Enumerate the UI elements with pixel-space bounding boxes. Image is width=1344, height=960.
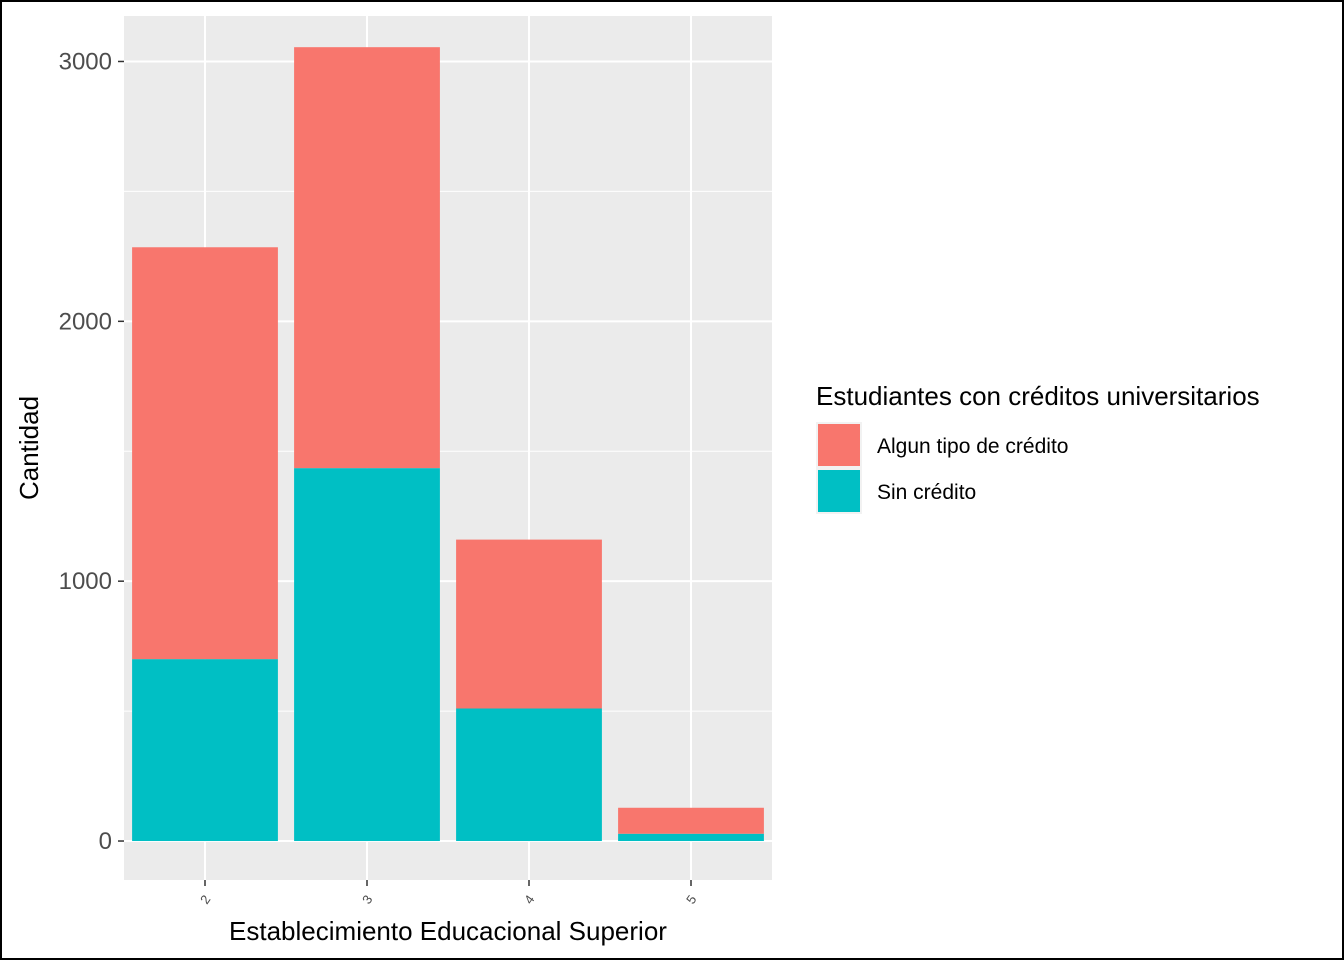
bar-algun-credito-5 (618, 807, 764, 834)
bar-algun-credito-2 (132, 247, 278, 660)
legend-title: Estudiantes con créditos universitarios (816, 381, 1260, 411)
bar-sin-credito-3 (294, 468, 440, 842)
y-axis: 0 1000 2000 3000 (59, 48, 124, 855)
bar-sin-credito-4 (456, 708, 602, 842)
bar-sin-credito-5 (618, 833, 764, 842)
legend: Estudiantes con créditos universitarios … (816, 381, 1260, 514)
y-axis-title: Cantidad (14, 396, 44, 500)
x-tick-label: 2 (197, 892, 213, 907)
legend-items: Algun tipo de crédito Sin crédito (816, 422, 1068, 514)
y-tick-label: 1000 (59, 568, 112, 595)
legend-key-swatch (818, 424, 860, 466)
y-tick-label: 0 (99, 828, 112, 855)
x-tick-label: 4 (521, 892, 537, 907)
bars (132, 47, 764, 842)
x-axis: 2 3 4 5 (197, 880, 700, 907)
x-tick-label: 5 (683, 892, 699, 907)
bar-algun-credito-4 (456, 539, 602, 709)
x-axis-title: Establecimiento Educacional Superior (229, 916, 667, 946)
legend-label: Sin crédito (877, 481, 976, 504)
legend-key-swatch (818, 470, 860, 512)
legend-label: Algun tipo de crédito (877, 435, 1068, 458)
x-tick-label: 3 (359, 892, 375, 907)
y-tick-label: 3000 (59, 48, 112, 75)
y-tick-label: 2000 (59, 308, 112, 335)
bar-algun-credito-3 (294, 47, 440, 469)
bar-sin-credito-2 (132, 659, 278, 842)
